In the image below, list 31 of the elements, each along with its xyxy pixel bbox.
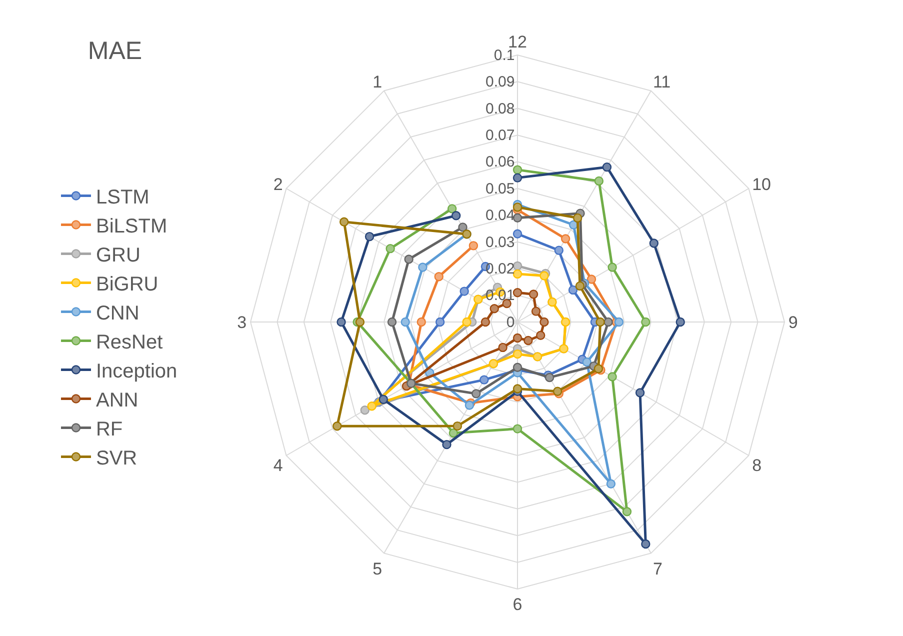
spoke-label: 10	[752, 175, 772, 194]
y-tick-label: 0.1	[494, 46, 515, 64]
spoke-label: 2	[273, 175, 283, 194]
spoke-label: 9	[788, 312, 798, 332]
spoke-label: 3	[237, 312, 247, 332]
legend-label: BiGRU	[96, 274, 158, 296]
spoke-label: 8	[752, 456, 762, 476]
legend-label: ANN	[96, 390, 138, 412]
spoke-label: 4	[273, 456, 283, 476]
y-tick-label: 0.06	[486, 154, 515, 171]
legend-label: CNN	[96, 302, 140, 325]
legend-label: SVR	[96, 448, 138, 470]
y-tick-label: 0.08	[486, 100, 515, 118]
y-tick-label: 0.07	[486, 126, 515, 144]
y-tick-label: 0.09	[486, 74, 515, 91]
legend-label: RF	[96, 418, 123, 441]
legend-label: GRU	[96, 244, 140, 267]
spoke-label: 11	[652, 72, 671, 92]
legend-label: BiLSTM	[96, 216, 168, 238]
spoke-label: 1	[372, 72, 382, 92]
legend-label: ResNet	[96, 332, 164, 354]
spoke-label: 5	[372, 559, 382, 578]
legend-label: LSTM	[96, 186, 150, 209]
y-tick-label: 0.03	[486, 234, 515, 251]
spoke-label: 6	[512, 594, 522, 614]
y-tick-label: 0.05	[486, 180, 515, 198]
chart-title: MAE	[88, 36, 142, 65]
y-tick-label: 0	[506, 314, 515, 331]
spoke-label: 7	[652, 559, 662, 578]
legend-label: Inception	[96, 360, 178, 383]
y-tick-label: 0.04	[486, 207, 515, 224]
